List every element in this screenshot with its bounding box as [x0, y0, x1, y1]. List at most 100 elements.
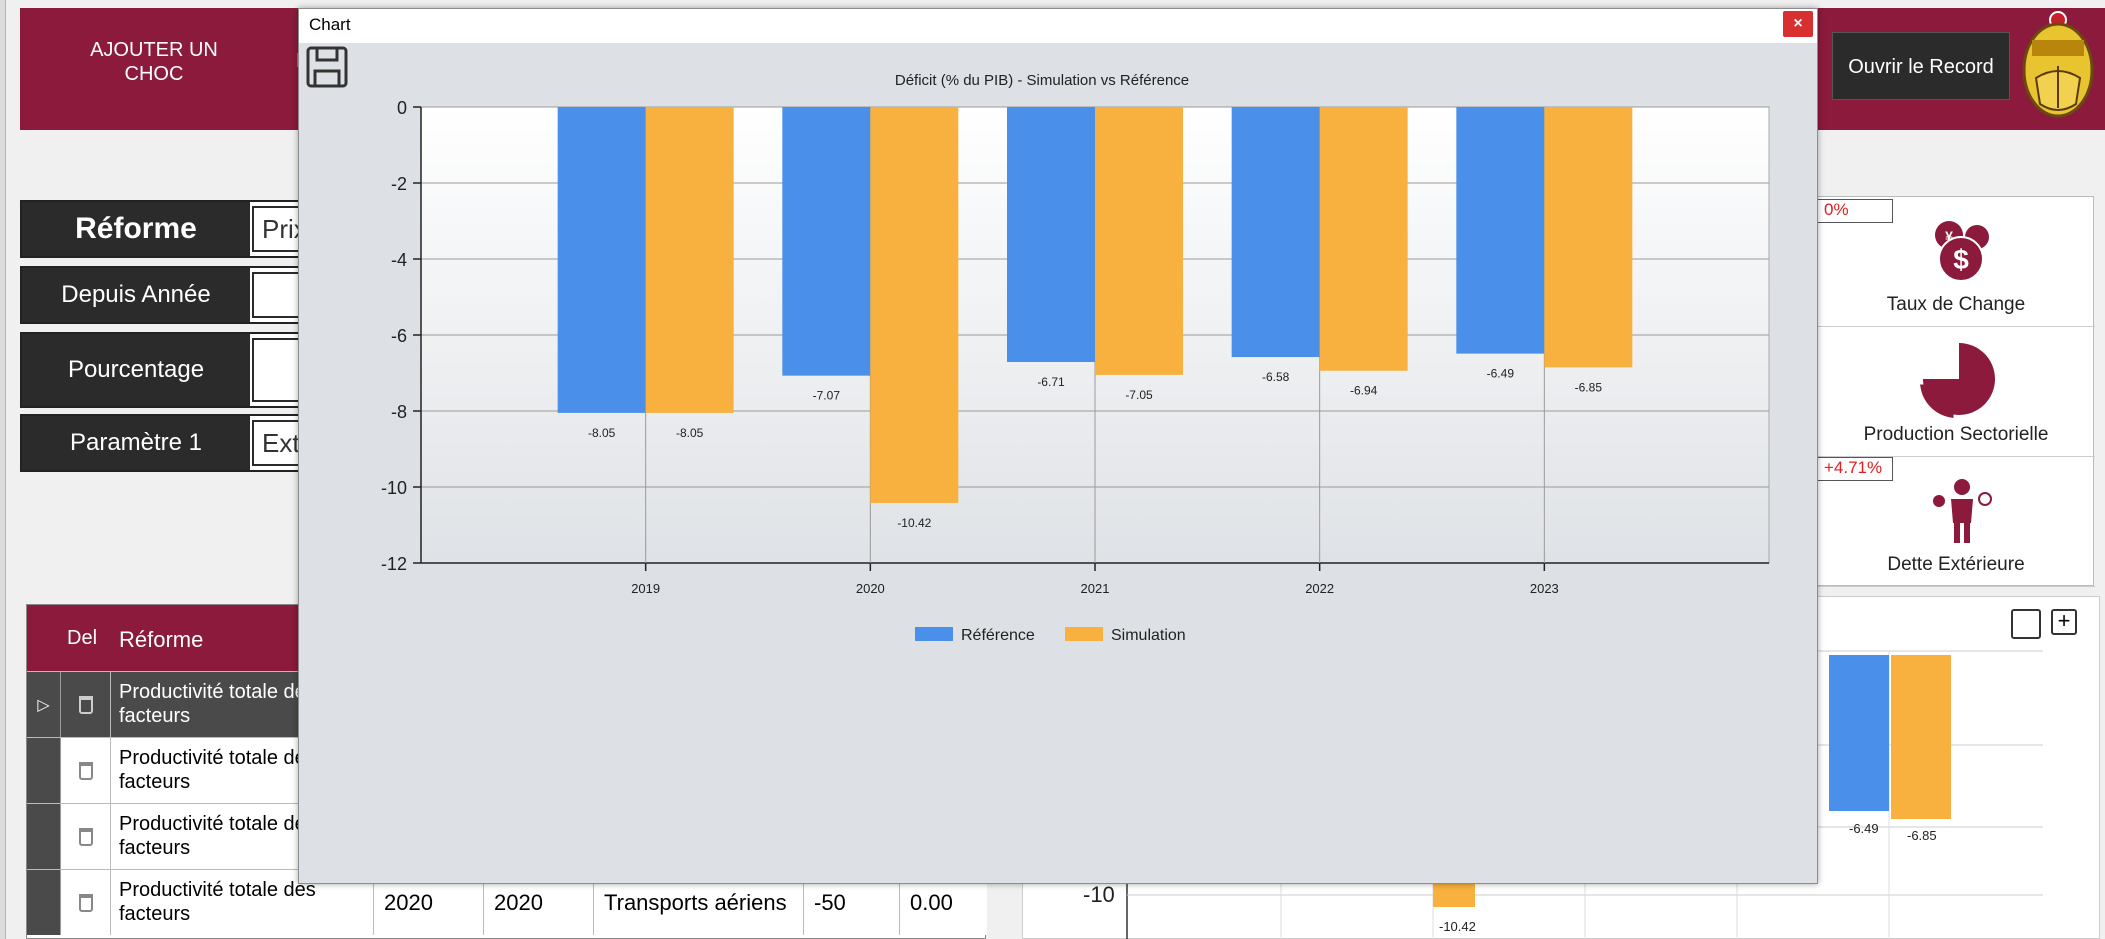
- x-tick-label: 2023: [1530, 581, 1559, 596]
- reform-cell: Productivité totale des facteurs: [119, 879, 316, 925]
- x-tick-label: 2019: [631, 581, 660, 596]
- reform-row: Réforme Prix: [20, 200, 342, 258]
- y-tick-label: 0: [397, 98, 407, 118]
- y-tick-label: -10: [381, 478, 407, 498]
- from-year-cell: 2020: [373, 870, 483, 935]
- svg-text:¥: ¥: [1945, 228, 1953, 244]
- mini-save-icon[interactable]: [2011, 609, 2041, 639]
- svg-text:$: $: [1953, 244, 1969, 275]
- reform-label: Réforme: [22, 202, 250, 256]
- mini-label-sim-2020: -10.42: [1439, 919, 1476, 934]
- legend-swatch: [915, 627, 953, 641]
- open-record-button[interactable]: Ouvrir le Record: [1832, 32, 2010, 100]
- bar-simulation: [870, 107, 959, 503]
- bar-simulation: [645, 107, 734, 413]
- x-tick-label: 2022: [1305, 581, 1334, 596]
- save-icon[interactable]: [305, 45, 349, 89]
- percentage-row: Pourcentage: [20, 332, 342, 408]
- trash-icon: [78, 695, 93, 714]
- add-shock-button[interactable]: AJOUTER UN CHOC: [90, 39, 218, 85]
- row-selector-icon[interactable]: [27, 738, 61, 803]
- row-selector-icon[interactable]: ▷: [27, 672, 61, 737]
- legend-label: Simulation: [1111, 627, 1186, 644]
- deficit-chart: Déficit (% du PIB) - Simulation vs Référ…: [381, 72, 1770, 644]
- to-year-cell: 2020: [483, 870, 593, 935]
- chart-title: Déficit (% du PIB) - Simulation vs Référ…: [895, 72, 1189, 89]
- trash-icon: [78, 761, 93, 780]
- legend-label: Référence: [961, 627, 1035, 644]
- reform-column-header: Réforme: [119, 627, 204, 652]
- delete-row-button[interactable]: [61, 738, 111, 803]
- pie-chart-icon: [1920, 343, 1995, 418]
- percentage-label: Pourcentage: [22, 334, 250, 406]
- trash-icon: [78, 827, 93, 846]
- bar-simulation: [1095, 107, 1183, 375]
- exchange-rate-tile[interactable]: 0% $ ¥ Taux de Change: [1817, 197, 2095, 327]
- mini-label-sim: -6.85: [1907, 828, 1937, 843]
- data-label: -7.07: [813, 389, 841, 403]
- since-year-label: Depuis Année: [22, 268, 250, 322]
- sector-production-tile[interactable]: Production Sectorielle: [1817, 327, 2095, 457]
- exchange-rate-label: Taux de Change: [1886, 294, 2026, 315]
- chart-legend: Référence Simulation: [915, 627, 1186, 644]
- data-label: -6.49: [1487, 367, 1515, 381]
- data-label: -10.42: [897, 516, 931, 530]
- y-tick-label: -2: [391, 174, 407, 194]
- data-label: -7.05: [1125, 388, 1153, 402]
- reform-cell: Productivité totale des facteurs: [119, 747, 316, 793]
- chart-dialog: Chart × Déficit (% du PIB) - Simulation …: [298, 8, 1818, 884]
- x-tick-label: 2021: [1081, 581, 1110, 596]
- legend-swatch: [1065, 627, 1103, 641]
- del-column-header: Del: [67, 627, 98, 649]
- plot-area: 0 -2 -4 -6 -8 -10 -12 2019 -8.05 -8.05 2020 -7.07 -1…: [381, 98, 1770, 596]
- value-cell: 0.00: [899, 870, 987, 935]
- parameter-label: Paramètre 1: [22, 416, 250, 470]
- y-tick-label: -4: [391, 250, 407, 270]
- mini-expand-icon[interactable]: +: [2051, 609, 2077, 635]
- row-selector-icon[interactable]: [27, 870, 61, 935]
- bar-référence: [1231, 107, 1320, 358]
- dialog-title: Chart: [309, 15, 351, 34]
- bar-référence: [1456, 107, 1545, 354]
- data-label: -6.71: [1037, 375, 1065, 389]
- bar-référence: [782, 107, 871, 376]
- window-edge: [0, 0, 6, 939]
- y-tick-label: -6: [391, 326, 407, 346]
- external-debt-tile[interactable]: +4.71% Dette Extérieure: [1817, 457, 2095, 587]
- external-debt-percent: +4.71%: [1817, 457, 1893, 481]
- sector-cell: Transports aériens: [593, 870, 803, 935]
- data-label: -6.58: [1262, 370, 1290, 384]
- indicators-panel: 0% $ ¥ Taux de Change Production Sectori…: [1816, 196, 2095, 587]
- since-year-row: Depuis Année: [20, 266, 342, 324]
- external-debt-label: Dette Extérieure: [1887, 554, 2025, 575]
- bar-simulation: [1544, 107, 1633, 368]
- delete-row-button[interactable]: [61, 870, 111, 935]
- mini-bar-simulation: [1891, 655, 1951, 819]
- mini-bar-simulation: [1433, 883, 1475, 907]
- x-tick-label: 2020: [856, 581, 885, 596]
- mini-axis-label: -10: [1083, 882, 1115, 907]
- y-tick-label: -12: [381, 554, 407, 574]
- reform-cell: Productivité totale des facteurs: [119, 813, 316, 859]
- currency-icon: $ ¥: [1935, 221, 1989, 282]
- close-button[interactable]: ×: [1783, 11, 1813, 37]
- dialog-titlebar: Chart ×: [299, 9, 1817, 43]
- bar-référence: [1007, 107, 1095, 362]
- bar-simulation: [1319, 107, 1408, 371]
- trash-icon: [78, 893, 93, 912]
- delete-row-button[interactable]: [61, 672, 111, 737]
- data-label: -6.94: [1350, 384, 1378, 398]
- mini-label-ref: -6.49: [1849, 821, 1879, 836]
- mini-bar-reference: [1829, 655, 1889, 811]
- data-label: -8.05: [676, 426, 704, 440]
- parameter-row: Paramètre 1 Ext: [20, 414, 342, 472]
- percentage-cell: -50: [803, 870, 899, 935]
- row-selector-icon[interactable]: [27, 804, 61, 869]
- data-label: -6.85: [1575, 380, 1603, 394]
- delete-row-button[interactable]: [61, 804, 111, 869]
- sector-production-label: Production Sectorielle: [1863, 424, 2049, 445]
- debt-person-icon: [1933, 479, 1992, 543]
- y-tick-label: -8: [391, 402, 407, 422]
- data-label: -8.05: [588, 426, 616, 440]
- reform-cell: Productivité totale des facteurs: [119, 681, 316, 727]
